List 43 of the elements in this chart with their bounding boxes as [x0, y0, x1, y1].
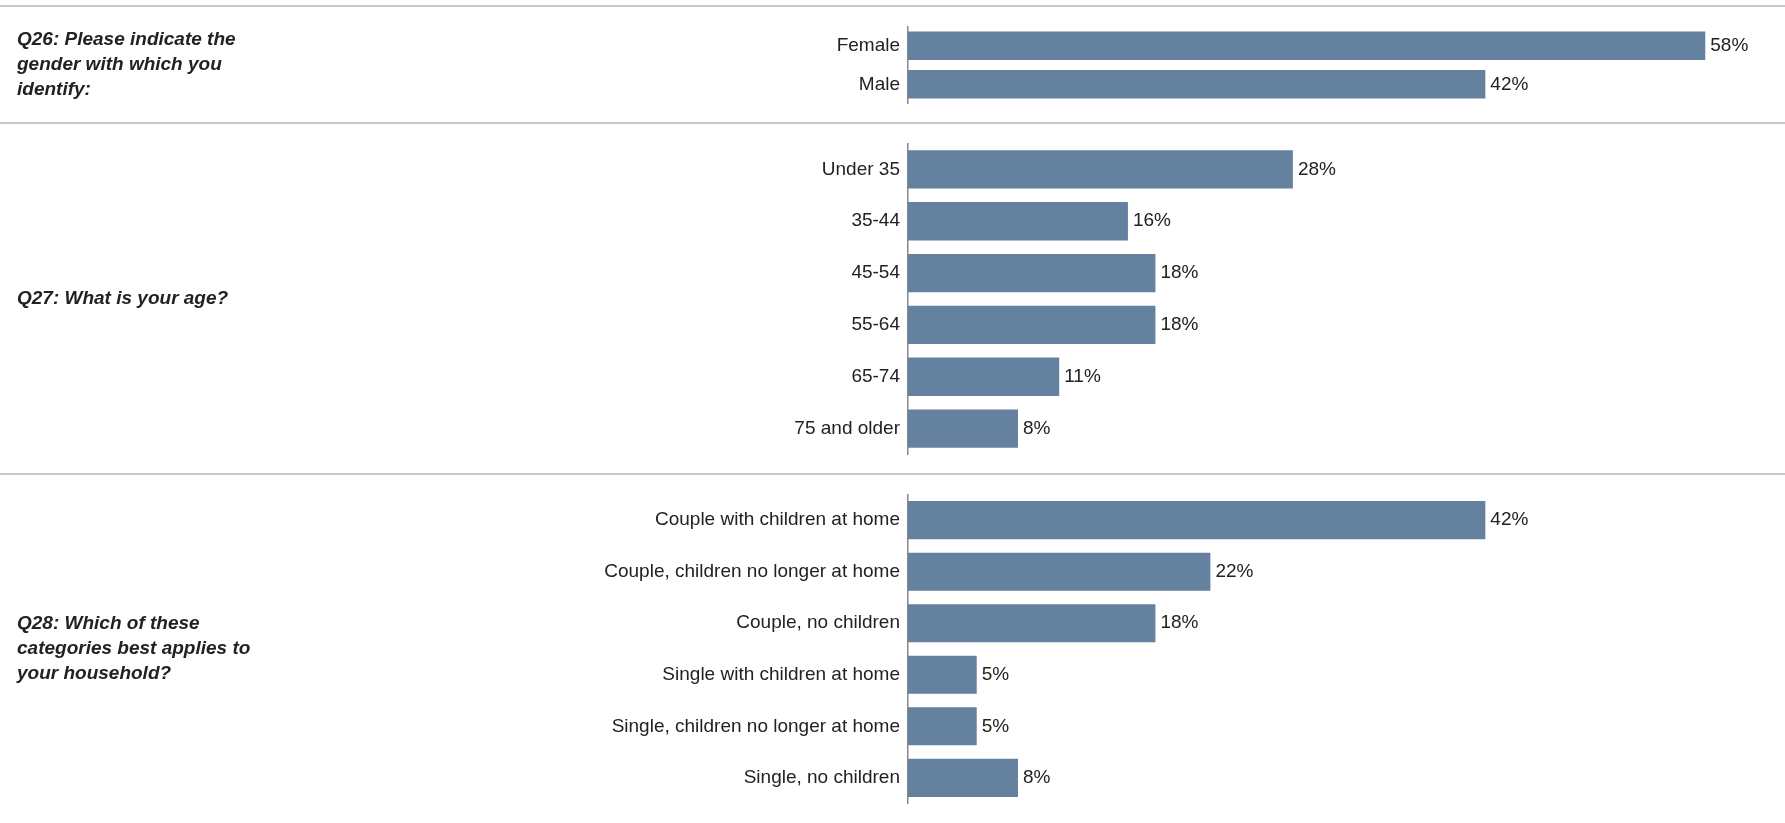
data-label: 18% [1160, 261, 1199, 283]
bar [908, 655, 977, 694]
y-tick-label: Single with children at home [662, 663, 900, 684]
bar [908, 707, 977, 746]
y-tick-label: Couple with children at home [654, 508, 900, 530]
y-tick-label: 65-74 [851, 365, 901, 387]
y-tick-label: 55-64 [851, 313, 901, 335]
bar [908, 253, 1156, 293]
y-tick-label: Male [858, 72, 900, 94]
data-label: 22% [1215, 559, 1254, 581]
y-axis-title: Q26: Please indicate the gender with which you identify: [16, 28, 237, 100]
bar [908, 305, 1156, 345]
y-tick-label: Single, children no longer at home [611, 714, 900, 736]
y-tick-label: 35-44 [851, 209, 901, 231]
y-tick-label: 75 and older [794, 416, 901, 438]
data-label: 16% [1132, 209, 1172, 231]
data-label: 42% [1490, 72, 1529, 94]
data-label: 5% [981, 714, 1010, 736]
bar [908, 409, 1018, 448]
bar [908, 202, 1128, 241]
data-label: 5% [981, 663, 1010, 684]
y-tick-label: 45-54 [851, 261, 901, 283]
bar [908, 150, 1293, 189]
bar [908, 501, 1486, 540]
data-label: 11% [1064, 365, 1101, 387]
data-label: 28% [1297, 157, 1337, 179]
y-tick-label: Female [836, 33, 900, 55]
data-label: 58% [1710, 33, 1749, 55]
data-label: 18% [1160, 313, 1199, 335]
bar [908, 604, 1156, 643]
y-axis-title: Q27: What is your age? [17, 287, 229, 309]
bar [908, 552, 1211, 591]
y-tick-label: Couple, children no longer at home [604, 559, 900, 581]
bar [908, 758, 1018, 797]
bar [908, 357, 1060, 396]
data-label: 18% [1160, 611, 1199, 633]
y-tick-label: Single, no children [743, 766, 900, 788]
y-tick-label: Under 35 [821, 157, 900, 179]
data-label: 42% [1490, 508, 1529, 530]
data-label: 8% [1022, 416, 1051, 438]
data-label: 8% [1022, 766, 1051, 788]
y-axis-title: Q28: Which of these categories best applies to your household? [16, 612, 251, 684]
y-tick-label: Couple, no children [736, 611, 900, 633]
